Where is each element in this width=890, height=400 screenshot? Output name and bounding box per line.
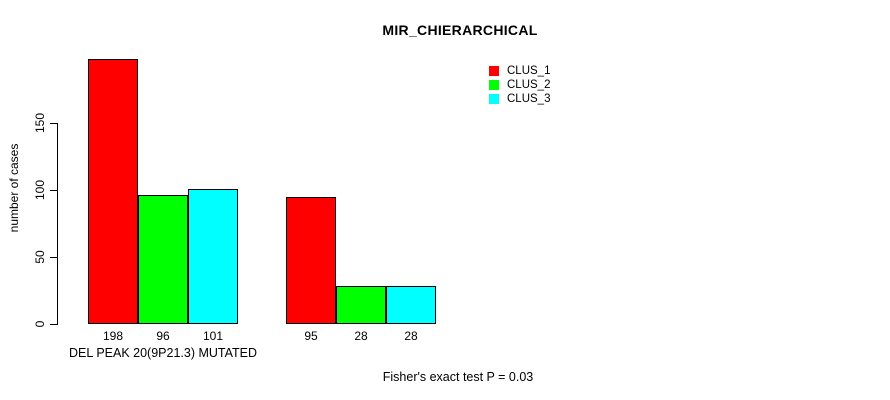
y-tick-label: 50 [33, 250, 47, 264]
chart-title: MIR_CHIERARCHICAL [382, 22, 538, 38]
bar-value-label: 198 [102, 329, 124, 343]
legend-label: CLUS_2 [507, 79, 551, 91]
fisher-test-annotation: Fisher's exact test P = 0.03 [382, 370, 534, 384]
legend-label: CLUS_3 [507, 93, 551, 105]
x-axis-title: DEL PEAK 20(9P21.3) MUTATED [69, 346, 258, 360]
y-tick-label: 100 [33, 179, 47, 201]
bar-value-label: 28 [354, 329, 368, 343]
y-tick [50, 324, 57, 325]
y-tick [50, 190, 57, 191]
legend: CLUS_1 CLUS_2 CLUS_3 [489, 64, 550, 106]
bar-clus_2-group1 [138, 195, 188, 324]
bar-clus_3-group1 [188, 188, 238, 324]
y-axis-title: number of cases [7, 143, 21, 233]
bar-value-label: 96 [156, 329, 170, 343]
y-axis-line [57, 123, 58, 325]
legend-swatch-icon [489, 80, 499, 90]
y-tick-label: 150 [33, 112, 47, 134]
bar-value-label: 95 [304, 329, 318, 343]
bar-clus_3-group2 [386, 286, 436, 324]
bar-value-label: 28 [404, 329, 418, 343]
legend-swatch-icon [489, 94, 499, 104]
legend-item-clus_3: CLUS_3 [489, 92, 550, 106]
bar-clus_2-group2 [336, 286, 386, 324]
y-tick [50, 123, 57, 124]
y-tick [50, 257, 57, 258]
bar-value-label: 101 [202, 329, 224, 343]
bar-clus_1-group1 [88, 58, 138, 324]
bar-clus_1-group2 [286, 196, 336, 324]
legend-item-clus_2: CLUS_2 [489, 78, 550, 92]
legend-item-clus_1: CLUS_1 [489, 64, 550, 78]
legend-label: CLUS_1 [507, 65, 551, 77]
y-tick-label: 0 [33, 320, 47, 328]
legend-swatch-icon [489, 66, 499, 76]
